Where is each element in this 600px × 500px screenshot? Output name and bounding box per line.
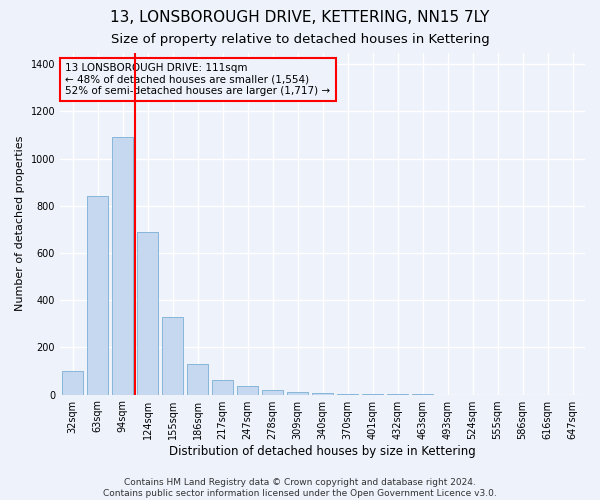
Text: Contains HM Land Registry data © Crown copyright and database right 2024.
Contai: Contains HM Land Registry data © Crown c… xyxy=(103,478,497,498)
Y-axis label: Number of detached properties: Number of detached properties xyxy=(15,136,25,311)
Bar xyxy=(137,232,158,394)
Text: 13 LONSBOROUGH DRIVE: 111sqm
← 48% of detached houses are smaller (1,554)
52% of: 13 LONSBOROUGH DRIVE: 111sqm ← 48% of de… xyxy=(65,63,331,96)
Bar xyxy=(262,390,283,394)
Bar xyxy=(62,371,83,394)
Bar xyxy=(162,316,183,394)
Bar xyxy=(112,138,133,394)
Text: 13, LONSBOROUGH DRIVE, KETTERING, NN15 7LY: 13, LONSBOROUGH DRIVE, KETTERING, NN15 7… xyxy=(110,10,490,25)
Text: Size of property relative to detached houses in Kettering: Size of property relative to detached ho… xyxy=(110,32,490,46)
Bar xyxy=(237,386,258,394)
Bar xyxy=(212,380,233,394)
Bar xyxy=(87,196,108,394)
Bar xyxy=(187,364,208,394)
Bar xyxy=(287,392,308,394)
X-axis label: Distribution of detached houses by size in Kettering: Distribution of detached houses by size … xyxy=(169,444,476,458)
